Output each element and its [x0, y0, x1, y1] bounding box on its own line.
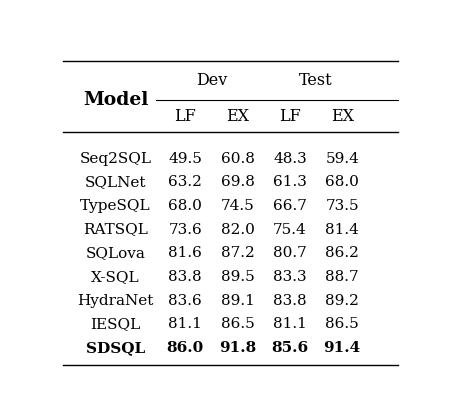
- Text: X-SQL: X-SQL: [91, 270, 140, 284]
- Text: 81.1: 81.1: [168, 317, 202, 331]
- Text: RATSQL: RATSQL: [83, 222, 148, 237]
- Text: 87.2: 87.2: [220, 246, 255, 260]
- Text: HydraNet: HydraNet: [77, 293, 154, 308]
- Text: 61.3: 61.3: [273, 175, 307, 189]
- Text: 89.1: 89.1: [220, 293, 255, 308]
- Text: 60.8: 60.8: [220, 152, 255, 166]
- Text: 86.5: 86.5: [325, 317, 359, 331]
- Text: 81.1: 81.1: [273, 317, 307, 331]
- Text: Dev: Dev: [196, 72, 227, 89]
- Text: SQLova: SQLova: [86, 246, 145, 260]
- Text: 89.5: 89.5: [220, 270, 255, 284]
- Text: 82.0: 82.0: [220, 222, 255, 237]
- Text: 74.5: 74.5: [220, 199, 255, 213]
- Text: SQLNet: SQLNet: [85, 175, 146, 189]
- Text: TypeSQL: TypeSQL: [80, 199, 151, 213]
- Text: 48.3: 48.3: [273, 152, 307, 166]
- Text: 85.6: 85.6: [271, 341, 309, 355]
- Text: 88.7: 88.7: [325, 270, 359, 284]
- Text: 69.8: 69.8: [220, 175, 255, 189]
- Text: 83.8: 83.8: [273, 293, 307, 308]
- Text: 86.2: 86.2: [325, 246, 359, 260]
- Text: 49.5: 49.5: [168, 152, 202, 166]
- Text: 91.4: 91.4: [324, 341, 361, 355]
- Text: 63.2: 63.2: [168, 175, 202, 189]
- Text: 83.6: 83.6: [168, 293, 202, 308]
- Text: 73.5: 73.5: [325, 199, 359, 213]
- Text: 86.0: 86.0: [166, 341, 204, 355]
- Text: Test: Test: [299, 72, 333, 89]
- Text: EX: EX: [226, 108, 249, 125]
- Text: LF: LF: [175, 108, 196, 125]
- Text: 75.4: 75.4: [273, 222, 307, 237]
- Text: SDSQL: SDSQL: [86, 341, 145, 355]
- Text: 81.4: 81.4: [325, 222, 359, 237]
- Text: 68.0: 68.0: [168, 199, 202, 213]
- Text: 66.7: 66.7: [273, 199, 307, 213]
- Text: IESQL: IESQL: [90, 317, 141, 331]
- Text: 86.5: 86.5: [220, 317, 255, 331]
- Text: EX: EX: [331, 108, 354, 125]
- Text: LF: LF: [279, 108, 301, 125]
- Text: 91.8: 91.8: [219, 341, 256, 355]
- Text: 73.6: 73.6: [168, 222, 202, 237]
- Text: Model: Model: [83, 91, 148, 109]
- Text: 89.2: 89.2: [325, 293, 359, 308]
- Text: 59.4: 59.4: [325, 152, 359, 166]
- Text: 83.8: 83.8: [168, 270, 202, 284]
- Text: 81.6: 81.6: [168, 246, 202, 260]
- Text: 83.3: 83.3: [273, 270, 307, 284]
- Text: 68.0: 68.0: [325, 175, 359, 189]
- Text: Seq2SQL: Seq2SQL: [80, 152, 152, 166]
- Text: 80.7: 80.7: [273, 246, 307, 260]
